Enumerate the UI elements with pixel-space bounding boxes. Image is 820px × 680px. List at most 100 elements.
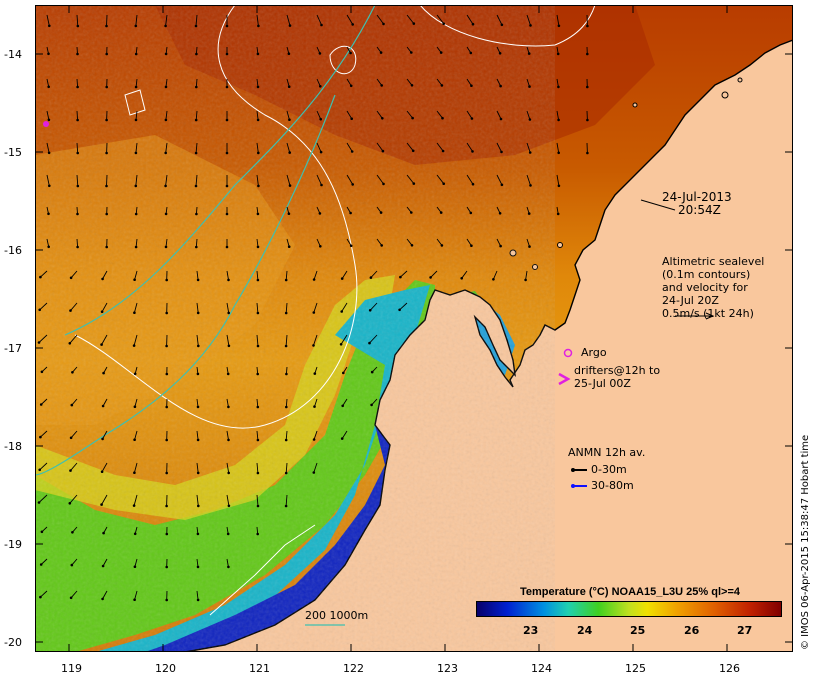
velocity-arrow-head <box>288 118 291 121</box>
velocity-arrow-head <box>226 532 230 536</box>
velocity-arrow <box>316 142 322 153</box>
velocity-arrow-head <box>498 212 502 215</box>
velocity-arrow-head <box>284 311 288 315</box>
velocity-arrow <box>135 14 138 26</box>
velocity-arrow <box>46 14 50 26</box>
velocity-arrow <box>226 494 230 506</box>
velocity-arrow-head <box>100 343 103 346</box>
velocity-arrow <box>256 398 259 408</box>
anmn-deep-dot <box>571 484 575 488</box>
velocity-arrow <box>526 14 531 26</box>
velocity-arrow-head <box>101 564 105 568</box>
velocity-arrow <box>496 78 502 87</box>
velocity-arrow <box>196 558 199 567</box>
velocity-arrow <box>196 270 199 280</box>
velocity-arrow <box>496 14 503 26</box>
velocity-arrow-head <box>351 23 355 26</box>
velocity-arrow-head <box>528 245 531 248</box>
velocity-arrow <box>256 78 259 87</box>
velocity-arrow-head <box>500 23 504 27</box>
velocity-arrow <box>39 302 48 311</box>
velocity-arrow-head <box>410 84 414 87</box>
velocity-arrow <box>436 110 443 119</box>
velocity-arrow-head <box>285 372 288 376</box>
velocity-arrow <box>461 270 468 279</box>
velocity-arrow-head <box>256 344 260 348</box>
velocity-arrow <box>76 110 79 121</box>
velocity-arrow-head <box>76 52 79 56</box>
velocity-arrow-head <box>70 563 74 567</box>
velocity-arrow-head <box>319 117 323 121</box>
velocity-arrow-head <box>340 310 344 313</box>
velocity-arrow <box>165 238 168 247</box>
velocity-arrow-head <box>381 117 384 120</box>
velocity-arrow-head <box>165 565 168 569</box>
velocity-arrow-head <box>165 598 168 602</box>
sst-map <box>35 5 793 652</box>
velocity-arrow <box>430 270 438 278</box>
velocity-arrow-head <box>165 278 168 282</box>
velocity-arrow <box>256 270 259 281</box>
credit-text: © IMOS 06-Apr-2015 15:38:47 Hobart time <box>800 434 811 650</box>
velocity-arrow-head <box>379 211 383 214</box>
time-line: 20:54Z <box>678 203 721 217</box>
velocity-arrow-head <box>100 470 104 474</box>
velocity-arrow-head <box>39 595 42 599</box>
velocity-arrow-head <box>197 344 200 348</box>
velocity-arrow-head <box>133 372 137 376</box>
isobath-legend-label: 200 1000m <box>305 609 369 622</box>
colorbar <box>476 601 782 617</box>
velocity-arrow-head <box>69 309 72 312</box>
velocity-arrow <box>135 78 138 88</box>
velocity-arrow-head <box>37 341 41 344</box>
velocity-arrow <box>46 142 50 153</box>
velocity-arrow <box>70 302 78 311</box>
velocity-arrow-head <box>102 371 105 375</box>
velocity-arrow-head <box>105 52 108 56</box>
velocity-arrow <box>101 334 108 345</box>
velocity-arrow <box>525 270 528 280</box>
velocity-arrow <box>135 110 138 120</box>
colorbar-tick: 23 <box>523 624 539 637</box>
lat-label: -19 <box>4 538 22 551</box>
velocity-arrow-head <box>470 244 473 247</box>
velocity-arrow <box>165 174 168 186</box>
anmn-shallow-dot <box>571 468 575 472</box>
velocity-arrow <box>256 462 259 474</box>
velocity-arrow <box>256 142 259 153</box>
velocity-arrow-head <box>76 184 80 188</box>
velocity-arrow-head <box>225 24 229 28</box>
velocity-arrow-head <box>527 52 531 55</box>
velocity-arrow-head <box>133 471 136 475</box>
velocity-arrow-head <box>68 342 72 345</box>
velocity-arrow <box>256 14 259 26</box>
velocity-arrow-head <box>105 212 108 216</box>
velocity-arrow-head <box>134 85 138 89</box>
velocity-arrow-head <box>40 370 44 374</box>
sealevel-contour-cyan <box>64 5 376 336</box>
velocity-arrow-head <box>195 85 198 89</box>
altimetry-line: 24-Jul 20Z <box>662 294 719 307</box>
velocity-arrow <box>496 142 502 153</box>
drifters-line: drifters@12h to <box>574 364 661 377</box>
velocity-arrow-head <box>225 212 229 216</box>
colorbar-title: Temperature (°C) NOAA15_L3U 25% ql>=4 <box>520 586 740 598</box>
velocity-arrow-head <box>165 311 168 315</box>
velocity-arrow-head <box>380 84 384 87</box>
velocity-arrow-head <box>498 52 502 55</box>
velocity-arrow-head <box>398 308 401 312</box>
velocity-arrow-head <box>165 344 168 348</box>
velocity-arrow <box>134 558 138 567</box>
velocity-arrow-head <box>257 151 260 155</box>
velocity-arrow-head <box>256 532 259 536</box>
velocity-arrow-head <box>225 52 229 56</box>
velocity-arrow <box>346 78 352 87</box>
velocity-arrow-head <box>70 403 74 407</box>
velocity-arrow <box>376 78 383 86</box>
velocity-arrow-head <box>312 311 316 314</box>
velocity-arrow <box>406 78 413 86</box>
velocity-arrow <box>133 302 138 313</box>
velocity-arrow-head <box>195 52 198 56</box>
velocity-arrow-head <box>411 149 415 153</box>
velocity-arrow-head <box>368 309 372 312</box>
